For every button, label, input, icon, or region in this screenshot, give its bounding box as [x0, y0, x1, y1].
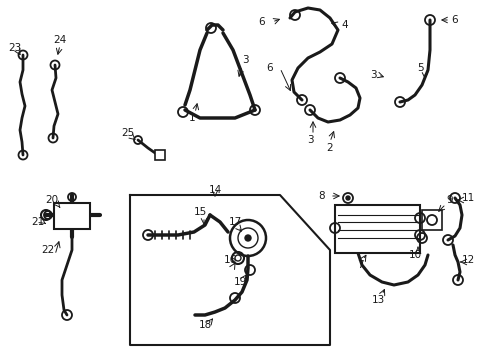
Text: 10: 10 [407, 250, 421, 260]
Text: 12: 12 [461, 255, 474, 265]
Text: 5: 5 [416, 63, 423, 73]
Text: 3: 3 [241, 55, 248, 65]
Text: 22: 22 [41, 245, 55, 255]
Bar [155, 150, 164, 160]
Text: 21: 21 [31, 217, 44, 227]
Text: 6: 6 [451, 15, 457, 25]
Text: 4: 4 [341, 20, 347, 30]
Text: 1: 1 [188, 113, 195, 123]
Text: 15: 15 [193, 207, 206, 217]
Bar [334, 205, 419, 253]
Text: 24: 24 [53, 35, 66, 45]
Text: 3: 3 [369, 70, 376, 80]
Text: 13: 13 [370, 295, 384, 305]
Circle shape [346, 196, 349, 200]
Text: 14: 14 [208, 185, 221, 195]
Bar [421, 210, 441, 230]
Text: 3: 3 [306, 135, 313, 145]
Text: 11: 11 [461, 193, 474, 203]
Text: 6: 6 [266, 63, 273, 73]
Text: 20: 20 [45, 195, 59, 205]
Bar [54, 203, 90, 229]
Text: 16: 16 [223, 255, 236, 265]
Text: 25: 25 [121, 128, 134, 138]
Text: 18: 18 [198, 320, 211, 330]
Text: 17: 17 [228, 217, 241, 227]
Text: 19: 19 [233, 277, 246, 287]
Text: 7: 7 [356, 260, 363, 270]
Text: 8: 8 [318, 191, 325, 201]
Circle shape [244, 235, 250, 241]
Text: 6: 6 [258, 17, 265, 27]
Text: 23: 23 [8, 43, 21, 53]
Text: 9: 9 [446, 195, 452, 205]
Text: 2: 2 [326, 143, 333, 153]
